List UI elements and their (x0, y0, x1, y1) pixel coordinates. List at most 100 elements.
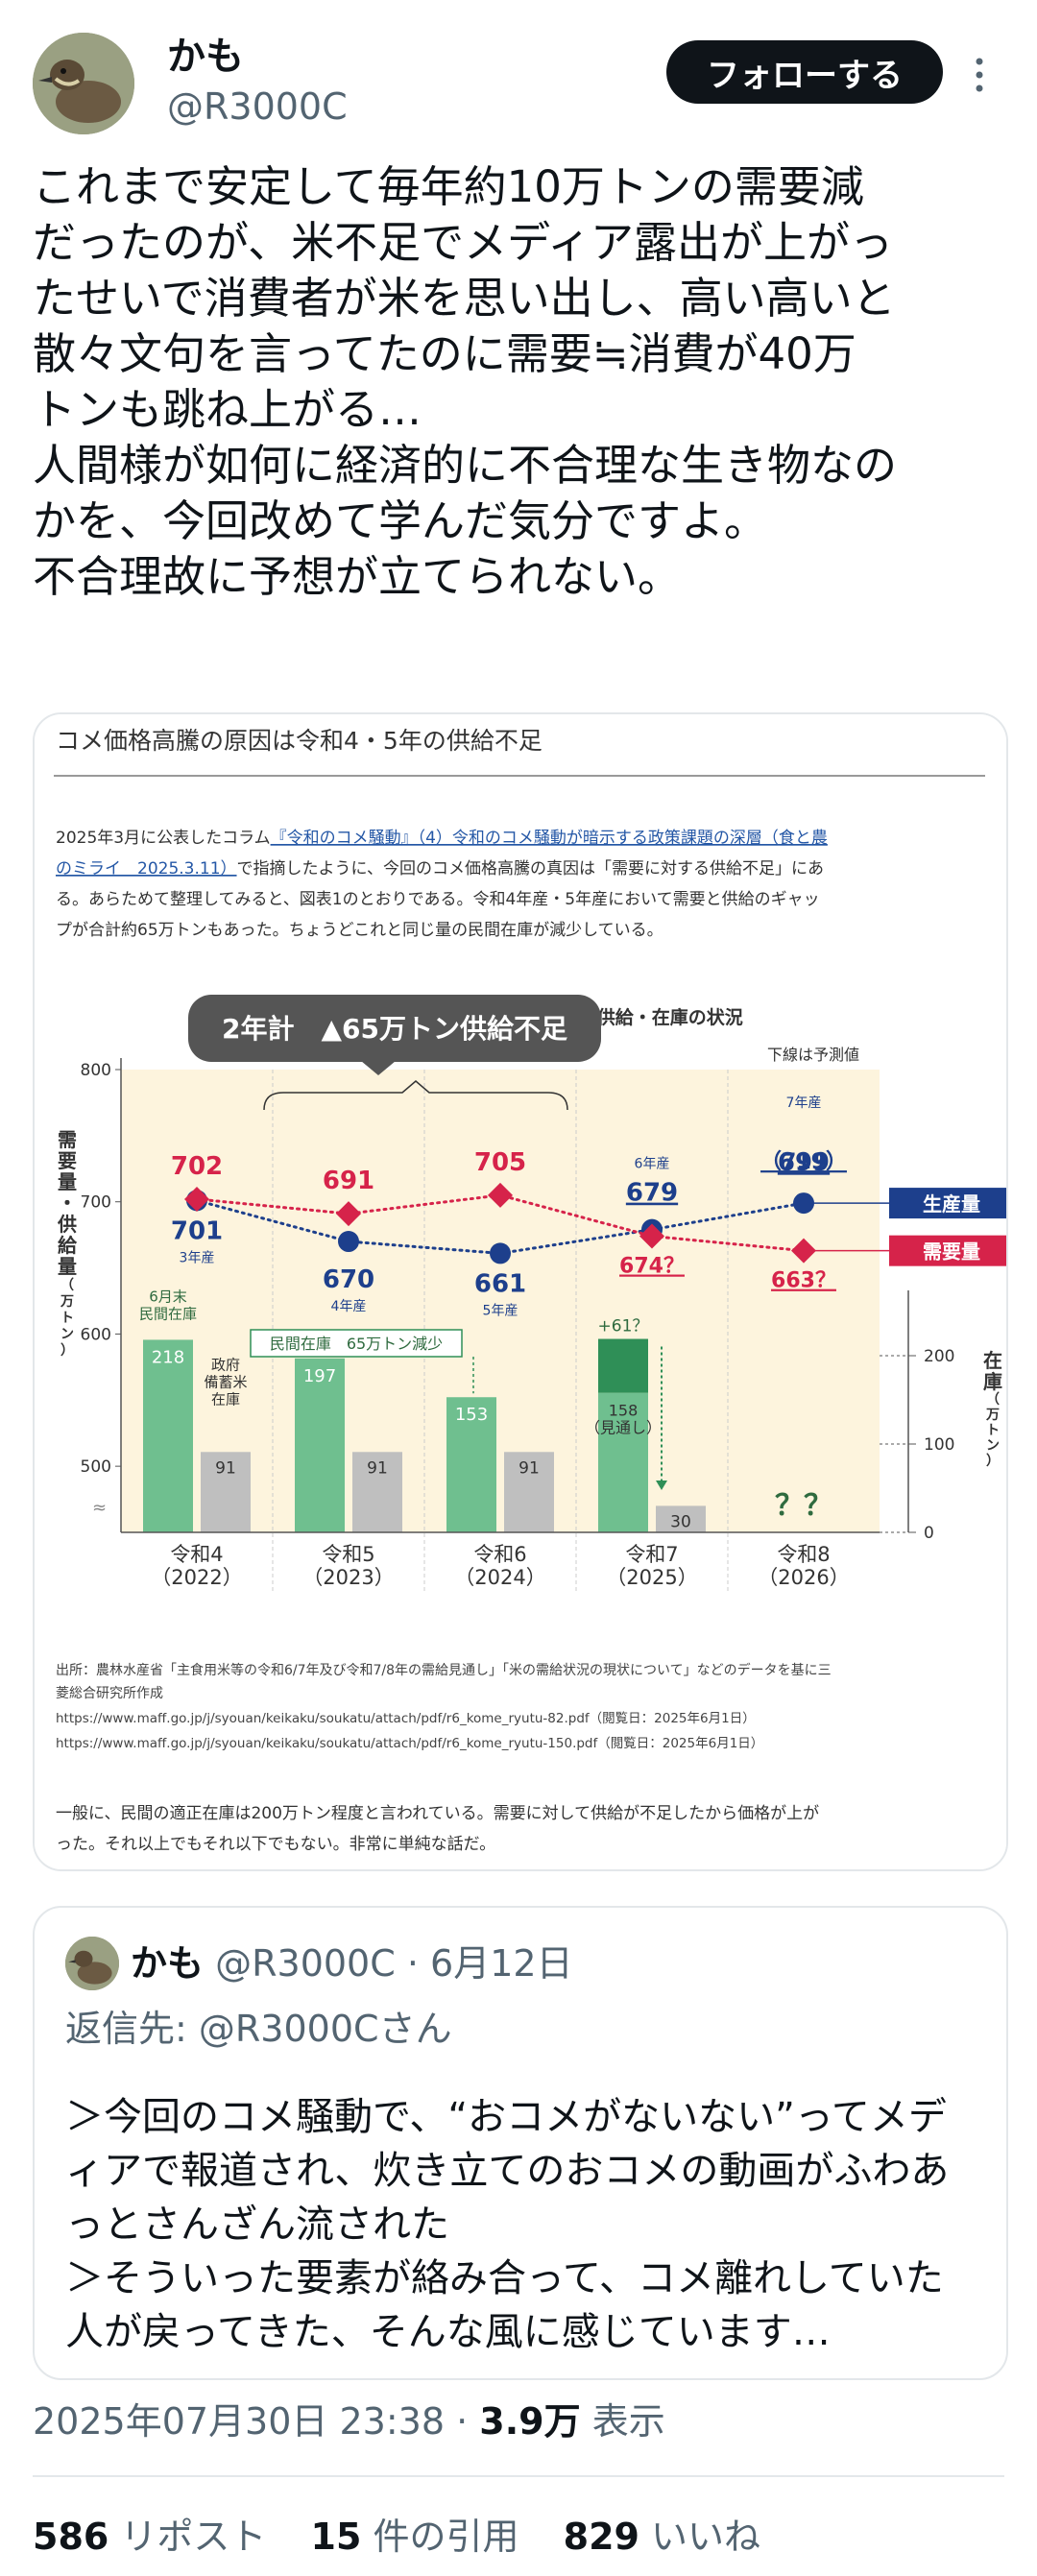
callout-label: 2年計 ▲65万トン供給不足 (222, 1013, 567, 1045)
y2-tick-label: 0 (924, 1524, 934, 1543)
quote-avatar[interactable] (65, 1937, 119, 1990)
legend-demand-label: 需要量 (923, 1240, 980, 1264)
y2-axis-label: 在庫（万トン） (983, 1349, 1002, 1469)
y2-axis-label-char: ン (986, 1438, 1000, 1454)
private-stock-label-line: 153 (455, 1405, 488, 1425)
stock-decrease-label: 民間在庫 65万トン減少 (270, 1335, 443, 1353)
likes-count: 829 (563, 2516, 639, 2558)
production-extra-label: （719） (760, 1150, 847, 1174)
article-footer-line-1: 一般に、民間の適正在庫は200万トン程度と言われている。需要に対して供給が不足し… (56, 1804, 819, 1823)
likes-label: いいね (651, 2516, 761, 2558)
x-tick-label-line: 令和5 (322, 1543, 374, 1566)
likes-stat[interactable]: 829 いいね (564, 2516, 760, 2558)
article-intro-line-3: る。あらためて整理してみると、図表1のとおりである。令和4年産・5年産において需… (56, 890, 820, 909)
intro-2b: で指摘したように、今回のコメ価格高騰の真因は「需要に対する供給不足」にあ (237, 859, 825, 879)
demand-label: 674？ (619, 1255, 685, 1279)
y2-axis-label-char: 庫 (983, 1370, 1002, 1393)
gov-stock-name-line: 在庫 (211, 1390, 240, 1408)
gov-stock-name-line: 備蓄米 (204, 1373, 247, 1390)
source-line-2: 菱総合研究所作成 (56, 1686, 163, 1701)
x-tick-label-line: 令和4 (170, 1543, 223, 1566)
quote-author-handle[interactable]: @R3000C (215, 1942, 396, 1985)
tweet-timestamp[interactable]: 2025年07月30日 23:38 (33, 2400, 446, 2443)
more-options-icon[interactable] (972, 56, 987, 94)
y2-axis-label-char: ト (986, 1423, 1000, 1438)
engagement-stats: 586 リポスト 15 件の引用 829 いいね (33, 2514, 793, 2560)
follow-button[interactable]: フォローする (666, 40, 943, 104)
x-tick-label-line: （2022） (151, 1566, 242, 1589)
private-stock-increase-label: +61？ (598, 1317, 649, 1336)
gov-stock-bar (504, 1452, 554, 1532)
quoted-tweet[interactable]: かも @R3000C · 6月12日 返信先: @R3000Cさん ＞今回のコメ… (33, 1906, 1008, 2380)
x-tick-label-line: （2025） (606, 1566, 697, 1589)
quote-date[interactable]: 6月12日 (430, 1942, 573, 1985)
gov-stock-label: 91 (367, 1458, 388, 1478)
production-sublabel: 5年産 (483, 1303, 518, 1318)
y-axis-label: 需要量・供給量（万トン） (57, 1128, 78, 1359)
private-stock-name-line: 6月末 (149, 1288, 187, 1305)
gov-stock-bar (656, 1505, 706, 1532)
gov-stock-name-line: 政府 (211, 1356, 240, 1373)
quotes-count: 15 (310, 2516, 362, 2558)
production-sublabel: 3年産 (180, 1250, 215, 1265)
private-stock-label-line: 218 (152, 1347, 184, 1367)
y-tick-label: 500 (81, 1457, 111, 1477)
quote-header: かも @R3000C · 6月12日 (131, 1937, 573, 1990)
x-tick-label-line: （2023） (302, 1566, 394, 1589)
production-sublabel: 6年産 (635, 1157, 670, 1172)
y-tick-label: 700 (81, 1193, 111, 1213)
y-axis-label-char: ト (60, 1311, 74, 1326)
quotes-stat[interactable]: 15 件の引用 (311, 2516, 519, 2558)
gov-stock-name: 政府備蓄米在庫 (204, 1356, 247, 1408)
production-point (793, 1192, 814, 1215)
y-axis-label-char: 給 (58, 1234, 78, 1257)
tweet-meta: 2025年07月30日 23:38 · 3.9万 表示 (33, 2398, 665, 2444)
y-axis-label-char: 万 (60, 1294, 74, 1310)
x-tick-label: 令和6 （2024） (454, 1543, 545, 1589)
quote-text: ＞今回のコメ騒動で、“おコメがないない”ってメデ ィアで報道され、炊き立てのおコ… (65, 2095, 950, 2354)
attached-image[interactable]: コメ価格高騰の原因は令和4・5年の供給不足 2025年3月に公表したコラム『令和… (33, 712, 1008, 1871)
y-axis-label-char: 需 (58, 1128, 77, 1151)
avatar[interactable] (33, 33, 134, 134)
demand-point (184, 1186, 209, 1212)
private-stock-bar (143, 1339, 193, 1532)
y-axis-label-char: ・ (58, 1192, 77, 1215)
y2-axis-label-char: （ (986, 1392, 1000, 1408)
x-tick-label: 令和7 （2025） (606, 1543, 697, 1589)
production-label: 679 (626, 1179, 678, 1208)
production-label: 699 (778, 1148, 830, 1177)
article-link-cont[interactable]: のミライ 2025.3.11） (56, 859, 237, 879)
article-footer-line-2: った。それ以上でもそれ以下でもない。非常に単純な話だ。 (56, 1835, 495, 1854)
legend-production-label: 生産量 (923, 1192, 980, 1216)
article-intro-line-2: のミライ 2025.3.11）で指摘したように、今回のコメ価格高騰の真因は「需要… (56, 859, 824, 879)
reposts-count: 586 (33, 2516, 109, 2558)
private-stock-label: 218 (152, 1347, 184, 1367)
reposts-label: リポスト (120, 2516, 267, 2558)
demand-point (639, 1223, 664, 1249)
duck-avatar-icon (65, 1937, 119, 1990)
private-stock-label: 153 (455, 1405, 488, 1425)
two-year-brace (263, 1080, 568, 1111)
callout-pointer (361, 1061, 396, 1075)
x-tick-label: 令和5 （2023） (302, 1543, 394, 1589)
divider (33, 2475, 1004, 2477)
gov-stock-bar (352, 1452, 402, 1532)
author-handle[interactable]: @R3000C (167, 85, 348, 128)
demand-point (336, 1201, 361, 1227)
article-link[interactable]: 『令和のコメ騒動』（4）令和のコメ騒動が暗示する政策課題の深層（食と農 (271, 829, 828, 848)
callout-bubble (188, 995, 601, 1062)
y-axis-label-char: 量 (58, 1255, 77, 1278)
author-name[interactable]: かも (167, 35, 244, 79)
reposts-stat[interactable]: 586 リポスト (33, 2516, 266, 2558)
private-stock-label-line: （見通し） (585, 1419, 662, 1437)
source-line-4: https://www.maff.go.jp/j/syouan/keikaku/… (56, 1735, 763, 1751)
quotes-label: 件の引用 (373, 2516, 519, 2558)
gov-stock-bar (201, 1452, 251, 1532)
quote-author-name[interactable]: かも (131, 1942, 205, 1985)
reply-handle[interactable]: @R3000C (198, 2008, 379, 2050)
private-stock-label: 158 （見通し） (585, 1402, 662, 1437)
gov-stock-label: 91 (215, 1458, 236, 1478)
projection-note: 下線は予測値 (767, 1046, 859, 1064)
article-intro-line-1: 2025年3月に公表したコラム『令和のコメ騒動』（4）令和のコメ騒動が暗示する政… (56, 829, 828, 848)
